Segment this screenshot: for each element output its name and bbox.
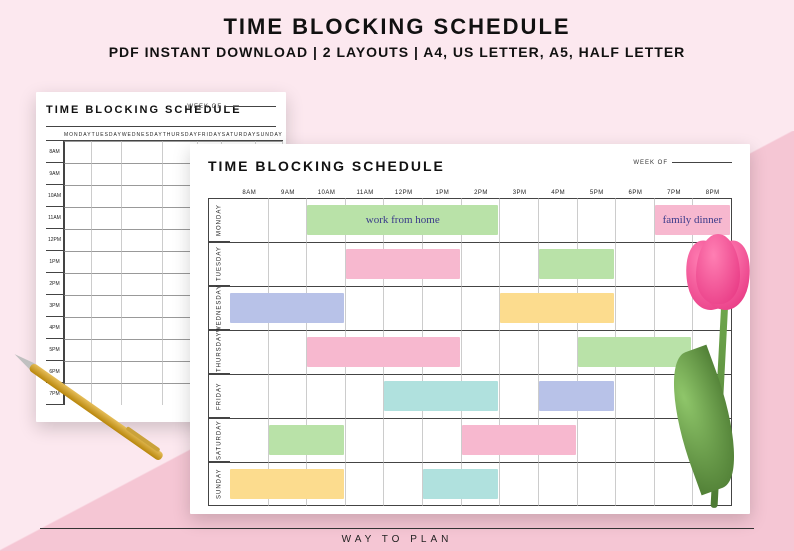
day-header: TUESDAY xyxy=(92,127,122,141)
schedule-grid-landscape: 8AM9AM10AM11AM12PM1PM2PM3PM4PM5PM6PM7PM8… xyxy=(208,184,732,506)
grid-cell xyxy=(122,339,163,361)
time-block xyxy=(230,293,344,323)
grid-cell xyxy=(64,273,92,295)
time-block xyxy=(307,337,459,367)
grid-cell xyxy=(122,163,163,185)
day-label: SATURDAY xyxy=(208,418,230,462)
grid-cell xyxy=(64,317,92,339)
time-block xyxy=(230,469,344,499)
day-label: WEDNESDAY xyxy=(208,286,230,330)
hour-header: 10AM xyxy=(307,184,346,198)
grid-cell xyxy=(64,295,92,317)
hour-label: 12PM xyxy=(46,229,64,251)
day-label: MONDAY xyxy=(208,198,230,242)
grid-cell xyxy=(92,339,122,361)
hour-header: 6PM xyxy=(616,184,655,198)
grid-cell xyxy=(64,339,92,361)
grid-cell xyxy=(122,383,163,405)
hour-label: 3PM xyxy=(46,295,64,317)
hour-label: 1PM xyxy=(46,251,64,273)
day-label: THURSDAY xyxy=(208,330,230,374)
grid-cell xyxy=(122,251,163,273)
grid-cell xyxy=(122,141,163,163)
hour-header: 12PM xyxy=(384,184,423,198)
grid-cell xyxy=(92,251,122,273)
time-block xyxy=(539,249,614,279)
hour-header: 8AM xyxy=(230,184,269,198)
hour-header: 4PM xyxy=(539,184,578,198)
page-title: TIME BLOCKING SCHEDULE xyxy=(0,14,794,40)
grid-cell xyxy=(122,185,163,207)
grid-cell xyxy=(92,361,122,383)
time-blocks-layer: work from home family dinner xyxy=(230,198,732,506)
hour-label: 10AM xyxy=(46,185,64,207)
page-subtitle: PDF INSTANT DOWNLOAD | 2 LAYOUTS | A4, U… xyxy=(0,44,794,60)
day-header: FRIDAY xyxy=(198,127,222,141)
page-header: TIME BLOCKING SCHEDULE PDF INSTANT DOWNL… xyxy=(0,14,794,60)
hour-label: 4PM xyxy=(46,317,64,339)
time-block xyxy=(423,469,498,499)
grid-cell xyxy=(92,295,122,317)
time-block xyxy=(384,381,498,411)
grid-cell xyxy=(122,273,163,295)
hour-header: 1PM xyxy=(423,184,462,198)
grid-cell xyxy=(64,229,92,251)
time-block: family dinner xyxy=(655,205,730,235)
hour-header: 11AM xyxy=(346,184,385,198)
time-block xyxy=(462,425,576,455)
grid-cell xyxy=(92,317,122,339)
hour-label: 8AM xyxy=(46,141,64,163)
grid-cell xyxy=(64,163,92,185)
time-block xyxy=(269,425,344,455)
footer-divider xyxy=(40,528,755,529)
grid-cell xyxy=(64,207,92,229)
grid-cell xyxy=(122,229,163,251)
day-label: SUNDAY xyxy=(208,462,230,506)
day-header: SUNDAY xyxy=(256,127,282,141)
grid-cell xyxy=(122,317,163,339)
grid-cell xyxy=(92,229,122,251)
day-header: THURSDAY xyxy=(163,127,198,141)
hour-label: 2PM xyxy=(46,273,64,295)
weekof-label: WEEK OF xyxy=(633,160,732,166)
grid-cell xyxy=(92,185,122,207)
hour-label: 5PM xyxy=(46,339,64,361)
day-header: SATURDAY xyxy=(222,127,256,141)
grid-cell xyxy=(64,251,92,273)
hour-header: 9AM xyxy=(269,184,308,198)
tulip-icon xyxy=(658,240,768,510)
time-block xyxy=(346,249,460,279)
hour-header: 5PM xyxy=(578,184,617,198)
hour-header: 7PM xyxy=(655,184,694,198)
hour-label: 11AM xyxy=(46,207,64,229)
grid-cell xyxy=(64,185,92,207)
day-label: TUESDAY xyxy=(208,242,230,286)
day-header: WEDNESDAY xyxy=(122,127,163,141)
hour-header: 8PM xyxy=(693,184,732,198)
grid-cell xyxy=(92,163,122,185)
hour-header: 3PM xyxy=(500,184,539,198)
grid-cell xyxy=(122,295,163,317)
day-label: FRIDAY xyxy=(208,374,230,418)
grid-cell xyxy=(64,361,92,383)
hour-header: 2PM xyxy=(462,184,501,198)
footer-brand: WAY TO PLAN xyxy=(0,534,794,545)
weekof-label: WEEK OF xyxy=(187,104,276,110)
grid-cell xyxy=(92,207,122,229)
grid-cell xyxy=(92,383,122,405)
grid-cell xyxy=(92,273,122,295)
grid-cell xyxy=(122,207,163,229)
time-block: work from home xyxy=(307,205,498,235)
grid-cell xyxy=(122,361,163,383)
grid-cell xyxy=(92,141,122,163)
day-header: MONDAY xyxy=(64,127,92,141)
grid-cell xyxy=(64,141,92,163)
time-block xyxy=(500,293,614,323)
hour-label: 9AM xyxy=(46,163,64,185)
time-block xyxy=(539,381,614,411)
